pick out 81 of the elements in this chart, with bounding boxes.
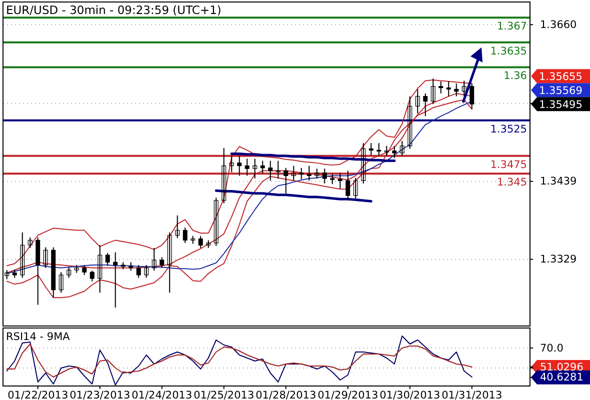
text: 1.35569 bbox=[539, 85, 582, 98]
candlestick bbox=[167, 232, 172, 294]
candlestick bbox=[198, 235, 203, 249]
y-tick-label: 70.0 bbox=[540, 342, 564, 354]
y-tick-label: 1.3439 bbox=[540, 176, 577, 188]
candlestick bbox=[105, 252, 110, 266]
candlestick bbox=[438, 80, 444, 94]
candlestick bbox=[361, 142, 366, 184]
line-series bbox=[214, 189, 372, 202]
ref-line-label: 1.345 bbox=[496, 176, 527, 189]
candlestick bbox=[400, 140, 404, 156]
ref-line-label: 1.3635 bbox=[490, 45, 527, 58]
candlestick bbox=[20, 232, 25, 278]
candlestick bbox=[58, 272, 64, 294]
candlestick bbox=[268, 160, 273, 182]
ref-line-label: 1.3525 bbox=[490, 123, 527, 136]
candlestick bbox=[322, 168, 327, 184]
candlestick bbox=[175, 214, 180, 239]
candlestick bbox=[392, 145, 397, 158]
candlestick bbox=[214, 197, 218, 246]
candlestick bbox=[446, 80, 451, 97]
candlestick bbox=[291, 165, 296, 182]
candlestick bbox=[82, 264, 87, 276]
y-tick-label: 51.0296 bbox=[540, 361, 584, 374]
y-tick-label: 1.3660 bbox=[540, 19, 577, 32]
candlestick bbox=[299, 167, 304, 180]
ref-line-label: 1.3475 bbox=[490, 158, 527, 171]
candlestick bbox=[160, 256, 164, 268]
candlestick bbox=[338, 172, 342, 189]
candlestick bbox=[260, 160, 265, 174]
x-tick-label: 01/25/2013 bbox=[194, 389, 254, 400]
text: 1.35655 bbox=[539, 71, 582, 84]
candlestick bbox=[98, 244, 102, 294]
candlestick bbox=[430, 78, 436, 105]
candlestick bbox=[353, 177, 358, 199]
candlestick bbox=[229, 155, 234, 173]
candlestick bbox=[28, 236, 32, 249]
candlestick bbox=[462, 80, 466, 97]
candlestick bbox=[43, 246, 48, 268]
text: 1.35495 bbox=[539, 99, 582, 112]
x-tick-label: 01/30/2013 bbox=[380, 389, 440, 400]
candlestick bbox=[306, 165, 312, 182]
x-tick-label: 01/23/2013 bbox=[70, 389, 130, 400]
candlestick bbox=[152, 248, 156, 272]
candlestick bbox=[415, 88, 420, 114]
candlestick bbox=[470, 83, 474, 110]
x-tick-label: 01/24/2013 bbox=[132, 389, 192, 400]
y-tick-label: 1.3329 bbox=[540, 254, 577, 266]
ref-line-label: 1.367 bbox=[496, 20, 527, 33]
line-series bbox=[6, 344, 472, 378]
candlestick bbox=[276, 160, 280, 180]
x-tick-label: 01/28/2013 bbox=[256, 389, 316, 400]
candlestick bbox=[182, 226, 188, 244]
chart-title: RSI14 - 9MA bbox=[6, 331, 71, 343]
candlestick bbox=[376, 142, 382, 156]
candlestick bbox=[368, 142, 374, 156]
candlestick bbox=[113, 252, 118, 308]
candlestick bbox=[314, 168, 320, 180]
candlestick bbox=[252, 158, 258, 180]
candlestick bbox=[237, 155, 242, 176]
candlestick bbox=[66, 266, 72, 278]
candlestick bbox=[144, 264, 149, 278]
candlestick bbox=[136, 264, 141, 278]
x-tick-label: 01/22/2013 bbox=[8, 389, 68, 400]
candlestick bbox=[384, 145, 389, 156]
line-series bbox=[230, 152, 396, 162]
x-tick-label: 01/29/2013 bbox=[318, 389, 378, 400]
candlestick bbox=[408, 96, 412, 150]
candlestick bbox=[454, 83, 459, 97]
candlestick bbox=[284, 167, 288, 194]
candlestick bbox=[423, 92, 428, 117]
candlestick bbox=[346, 170, 350, 202]
candlestick bbox=[190, 235, 196, 244]
x-tick-label: 01/31/2013 bbox=[442, 389, 502, 400]
chart-title: EUR/USD - 30min - 09:23:59 (UTC+1) bbox=[6, 3, 222, 17]
candlestick bbox=[330, 173, 335, 185]
candlestick bbox=[90, 270, 94, 282]
candlestick bbox=[222, 148, 226, 204]
candlestick bbox=[244, 158, 250, 176]
y-tick-label: 40.6281 bbox=[540, 372, 584, 384]
ref-line-label: 1.36 bbox=[504, 70, 528, 82]
